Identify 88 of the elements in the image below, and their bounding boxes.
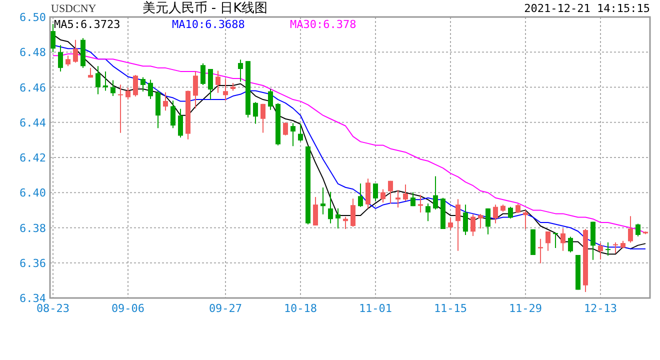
candlestick <box>553 232 558 248</box>
candlestick <box>568 236 573 253</box>
x-tick-label: 11-01 <box>358 302 392 315</box>
candlestick <box>606 242 610 256</box>
candlestick <box>478 214 483 229</box>
candlestick <box>140 76 146 92</box>
candlestick <box>336 208 340 229</box>
candlestick <box>403 184 408 202</box>
candlestick <box>546 230 550 252</box>
candlestick <box>253 102 258 124</box>
candlestick <box>163 92 168 112</box>
candlestick <box>396 190 400 208</box>
candlestick <box>170 100 176 129</box>
candlestick <box>66 55 70 67</box>
candlestick <box>486 208 490 235</box>
candlestick <box>418 194 423 213</box>
candlestick <box>133 74 138 98</box>
candlestick <box>298 123 303 142</box>
candlestick <box>456 198 460 252</box>
y-tick-label: 6.44 <box>20 116 46 130</box>
chart-subtitle: USDCNY <box>51 3 96 15</box>
y-tick-label: 6.40 <box>20 186 46 200</box>
candlestick <box>358 182 363 208</box>
x-tick-label: 09-06 <box>111 302 145 315</box>
candlestick <box>200 62 206 86</box>
candlestick <box>103 70 108 92</box>
candlestick <box>178 108 183 138</box>
x-tick-label: 08-23 <box>36 302 70 315</box>
x-tick-label: 11-29 <box>508 302 542 315</box>
x-tick-label: 09-27 <box>208 302 242 315</box>
candlestick <box>560 228 566 252</box>
candlestick <box>426 203 430 222</box>
candlestick <box>268 88 273 110</box>
candlestick <box>50 24 56 53</box>
candlestick <box>493 204 498 224</box>
candlestick <box>216 70 220 94</box>
candlestick <box>118 84 123 134</box>
candlestick <box>320 187 326 215</box>
candlestick <box>328 191 333 224</box>
candlestick <box>223 78 228 102</box>
candlestick <box>410 192 416 207</box>
candlestick <box>636 223 640 237</box>
candlestick <box>463 204 468 236</box>
candlestick <box>590 221 596 260</box>
x-tick-label: 12-13 <box>584 302 618 315</box>
y-tick-label: 6.48 <box>20 46 46 60</box>
candlestick <box>373 182 378 202</box>
candlestick <box>96 66 100 95</box>
candlestick <box>156 90 160 129</box>
chart-title: 美元人民币 - 日K线图 <box>142 0 268 16</box>
candlestick <box>110 80 116 97</box>
candlestick <box>193 70 198 109</box>
candlestick <box>313 196 318 226</box>
y-tick-label: 6.42 <box>20 152 46 164</box>
candlestick <box>350 198 356 228</box>
candlestick <box>523 210 528 230</box>
candlestick <box>73 39 78 64</box>
candlestick <box>208 68 213 100</box>
candlestick <box>433 176 438 210</box>
y-tick-label: 6.50 <box>20 11 46 24</box>
y-tick-label: 6.38 <box>20 222 46 235</box>
candlestick <box>508 206 513 219</box>
candlestick <box>283 122 288 136</box>
candlestick <box>538 238 543 264</box>
candlestick <box>366 178 370 209</box>
candlestick <box>58 44 63 72</box>
candlestick <box>238 59 243 82</box>
candlestick <box>290 122 296 147</box>
y-tick-label: 6.34 <box>20 292 46 305</box>
x-tick-label: 11-15 <box>434 302 468 315</box>
x-tick-label: 10-18 <box>284 302 318 315</box>
candlestick <box>380 188 386 203</box>
text: 2021-12-21 14:15:15 <box>524 2 650 15</box>
candlestick <box>388 180 393 204</box>
text: MA10:6.3688 <box>172 18 245 31</box>
candlestick <box>598 242 603 260</box>
candlestick <box>613 242 618 254</box>
candlestick <box>126 87 130 100</box>
series-label: MA5:6.3723 <box>54 18 120 31</box>
candlestick <box>470 214 476 237</box>
y-tick-label: 6.46 <box>20 81 46 94</box>
candlestick <box>448 217 453 231</box>
text: MA30:6.378 <box>290 18 356 31</box>
y-tick-label: 6.36 <box>20 256 46 270</box>
candlestick <box>516 203 520 214</box>
candlestick <box>260 103 266 134</box>
candlestick <box>148 79 153 100</box>
candlestick <box>628 216 633 244</box>
